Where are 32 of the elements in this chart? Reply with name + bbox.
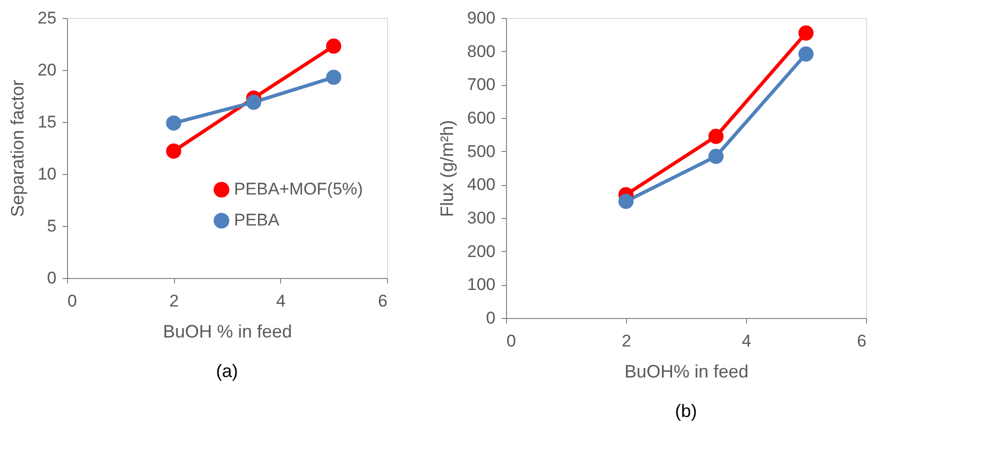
x-tick-label: 2: [169, 292, 179, 310]
x-tick-label: 0: [506, 332, 516, 350]
x-tick-label: 6: [857, 332, 866, 350]
y-tick-label: 500: [467, 142, 496, 161]
x-tick-label: 4: [742, 332, 752, 350]
y-tick-label: 300: [467, 208, 496, 228]
y-tick-label: 0: [47, 268, 56, 288]
y-tick-label: 25: [38, 8, 56, 28]
x-tick-label: 4: [276, 292, 286, 310]
y-tick-label: 600: [467, 108, 496, 128]
y-tick-label: 10: [38, 164, 56, 184]
x-axis-title: BuOH % in feed: [162, 322, 292, 342]
x-tick-label: 0: [68, 292, 77, 310]
text: (b): [675, 401, 697, 421]
y-tick-label: 200: [467, 242, 496, 261]
y-tick-label: 700: [467, 75, 496, 94]
y-axis-title: Separation factor: [8, 80, 28, 218]
x-axis-title: BuOH% in feed: [624, 362, 749, 382]
y-tick-label: 15: [38, 112, 56, 132]
x-tick-label: 6: [378, 292, 388, 310]
x-tick-label: 2: [622, 332, 632, 350]
y-tick-label: 900: [467, 8, 496, 28]
y-tick-label: 20: [38, 60, 56, 80]
y-tick-label: 800: [467, 42, 496, 61]
text: (a): [216, 361, 238, 381]
y-tick-label: 0: [486, 308, 496, 328]
legend-label: PEBA: [234, 210, 280, 230]
legend-label: PEBA+MOF(5%): [234, 180, 363, 199]
y-axis-title: Flux (g/m²h): [437, 120, 458, 218]
y-tick-label: 5: [47, 216, 56, 236]
y-tick-label: 400: [467, 175, 496, 194]
y-tick-label: 100: [467, 275, 496, 294]
